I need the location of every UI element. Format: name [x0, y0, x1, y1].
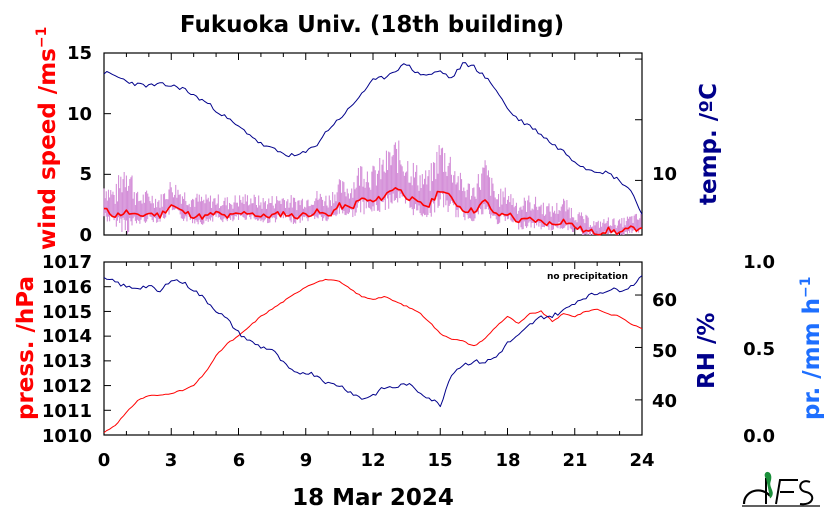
- temperature-series: [103, 62, 643, 215]
- x-tick-15: 15: [427, 450, 452, 471]
- wind-gust-series: [103, 140, 642, 235]
- top-minor-ticks: [103, 52, 643, 236]
- wind-mean-line: [104, 187, 643, 236]
- precip-tick-05: 0.5: [743, 339, 775, 360]
- precip-tick-0: 0.0: [743, 426, 775, 447]
- x-tick-9: 9: [300, 450, 313, 471]
- precip-axis-label: pr. /mm h−1: [798, 277, 825, 420]
- wind-mean-series: [104, 187, 643, 236]
- x-tick-3: 3: [165, 450, 178, 471]
- pressure-axis-label: press. /hPa: [13, 276, 39, 420]
- chart-title: Fukuoka Univ. (18th building): [180, 12, 564, 38]
- wind-speed-axis-label: wind speed /ms−1: [34, 27, 61, 250]
- x-tick-21: 21: [562, 450, 587, 471]
- x-tick-0: 0: [98, 450, 111, 471]
- wind-tick-15: 15: [67, 43, 92, 64]
- humidity-ticks: 40 50 60: [652, 290, 677, 412]
- bottom-panel: no precipitation 1010 1011 1012 1013 101…: [13, 252, 825, 511]
- press-tick-1012: 1012: [42, 376, 92, 397]
- bottom-plot-frame: [103, 261, 643, 436]
- press-tick-1017: 1017: [42, 252, 92, 273]
- temp-tick-10: 10: [652, 164, 677, 185]
- wind-label-main: wind speed /ms: [35, 48, 61, 250]
- humidity-line: [103, 275, 643, 408]
- pressure-line: [103, 278, 643, 433]
- x-tick-6: 6: [233, 450, 246, 471]
- press-tick-1015: 1015: [42, 302, 92, 323]
- press-tick-1014: 1014: [42, 326, 92, 347]
- rh-tick-40: 40: [652, 391, 677, 412]
- x-ticks: 0 3 6 9 12 15 18 21 24: [98, 450, 655, 471]
- institution-logo: [742, 472, 820, 507]
- precip-label-main: pr. /mm h: [799, 298, 825, 420]
- no-precipitation-note: no precipitation: [547, 272, 628, 282]
- temperature-axis-label: temp. /ºC: [696, 83, 722, 205]
- humidity-axis-label: RH /%: [694, 313, 720, 389]
- precip-tick-1: 1.0: [743, 252, 775, 273]
- pressure-ticks: 1010 1011 1012 1013 1014 1015 1016 1017: [42, 252, 92, 447]
- rh-tick-50: 50: [652, 341, 677, 362]
- bottom-minor-ticks: [103, 261, 643, 436]
- press-tick-1010: 1010: [42, 426, 92, 447]
- wind-speed-ticks: 0 5 10 15: [67, 43, 92, 246]
- x-tick-18: 18: [495, 450, 520, 471]
- press-tick-1013: 1013: [42, 351, 92, 372]
- press-tick-1016: 1016: [42, 277, 92, 298]
- press-tick-1011: 1011: [42, 401, 92, 422]
- wind-label-sup: −1: [34, 27, 50, 48]
- x-tick-24: 24: [629, 450, 654, 471]
- temperature-line: [103, 62, 643, 215]
- precip-ticks: 0.0 0.5 1.0: [743, 252, 775, 447]
- wind-tick-10: 10: [67, 104, 92, 125]
- date-label: 18 Mar 2024: [292, 485, 454, 511]
- rh-tick-60: 60: [652, 290, 677, 311]
- humidity-series: [103, 275, 643, 408]
- wind-tick-0: 0: [79, 225, 92, 246]
- precip-label-sup: −1: [798, 277, 814, 298]
- x-tick-12: 12: [360, 450, 385, 471]
- wind-tick-5: 5: [79, 164, 92, 185]
- pressure-series: [103, 278, 643, 433]
- top-panel: 0 5 10 15 10 wind speed /ms−1 temp. /ºC: [34, 27, 722, 250]
